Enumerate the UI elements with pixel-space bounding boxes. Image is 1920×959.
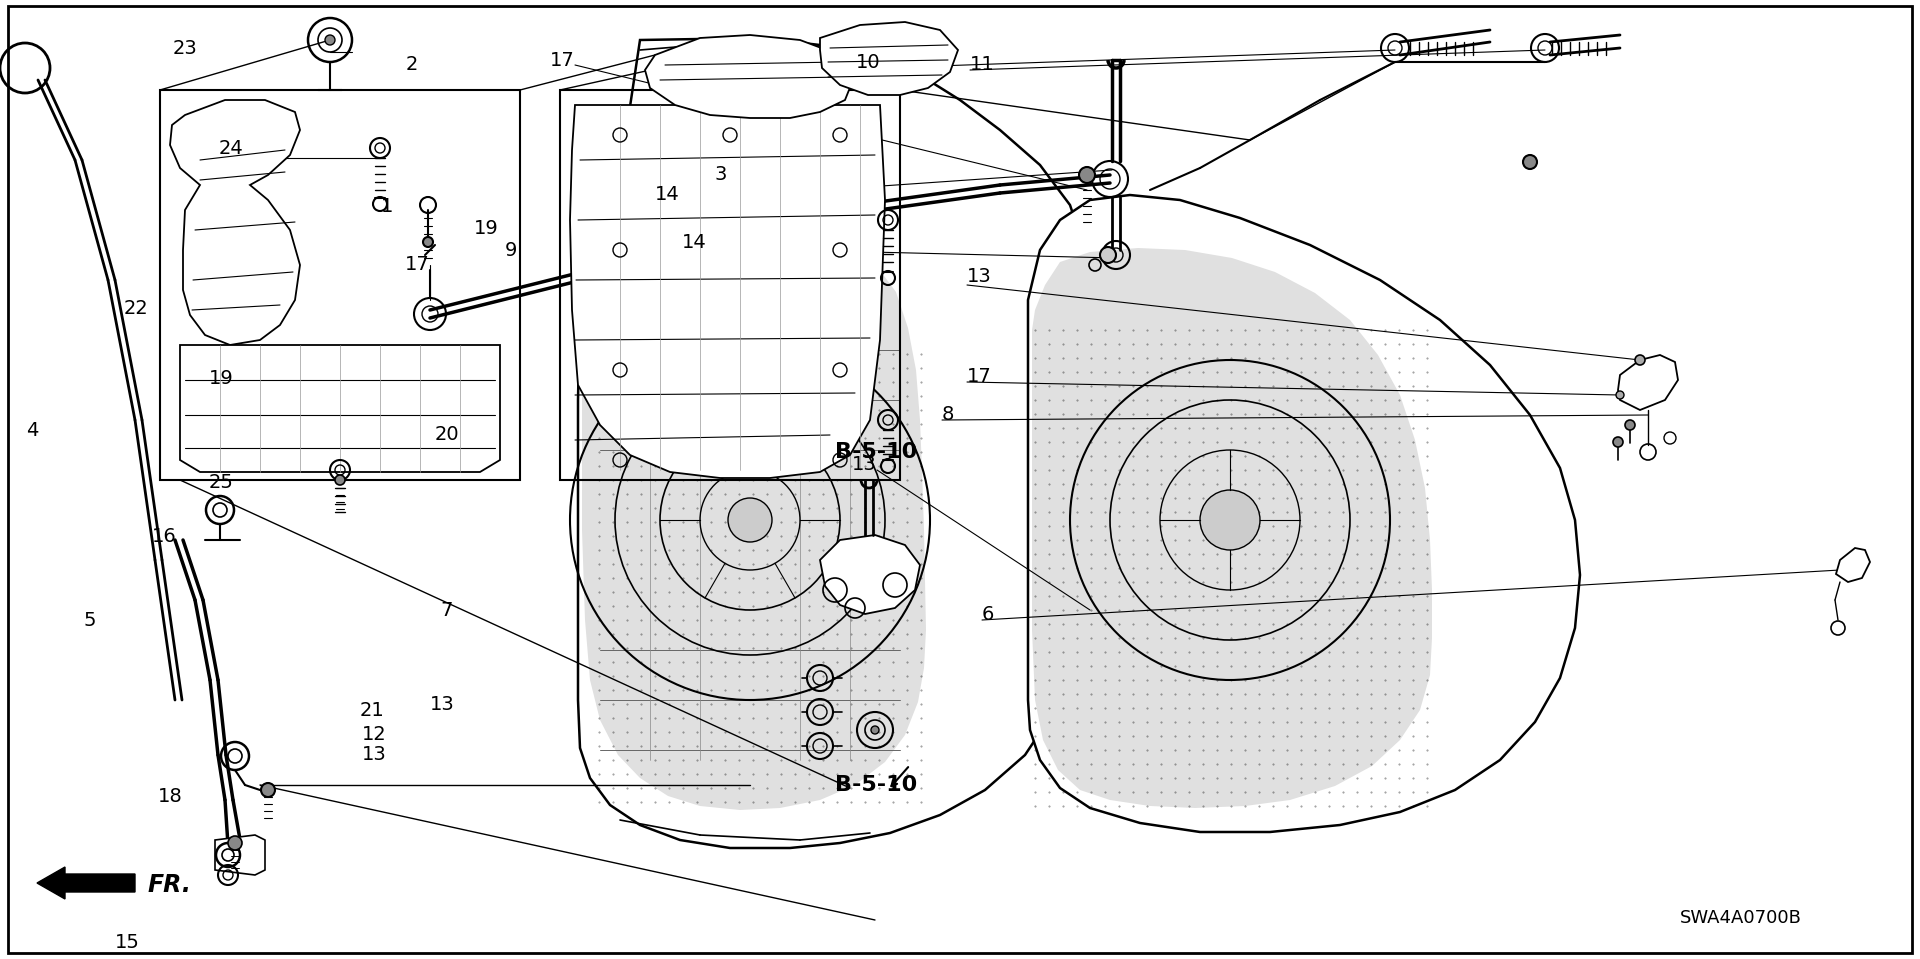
Text: 13: 13 xyxy=(968,268,993,287)
FancyArrow shape xyxy=(36,867,134,899)
Text: 20: 20 xyxy=(436,426,459,445)
Circle shape xyxy=(334,475,346,485)
Text: 11: 11 xyxy=(970,56,995,75)
Circle shape xyxy=(228,836,242,850)
Polygon shape xyxy=(1033,248,1432,808)
Circle shape xyxy=(422,237,434,247)
Circle shape xyxy=(324,35,334,45)
Text: 2: 2 xyxy=(405,56,419,75)
Text: 13: 13 xyxy=(852,456,877,475)
Circle shape xyxy=(1523,155,1538,169)
Bar xyxy=(159,90,520,480)
Text: 22: 22 xyxy=(123,298,148,317)
Polygon shape xyxy=(578,38,1091,848)
Polygon shape xyxy=(1619,355,1678,410)
Polygon shape xyxy=(820,535,920,614)
Text: 24: 24 xyxy=(219,138,244,157)
Polygon shape xyxy=(570,105,885,478)
Text: 13: 13 xyxy=(430,695,455,714)
Text: 13: 13 xyxy=(363,745,388,764)
Circle shape xyxy=(872,726,879,734)
Circle shape xyxy=(728,498,772,542)
Text: 15: 15 xyxy=(115,932,140,951)
Circle shape xyxy=(1636,355,1645,365)
Text: 17: 17 xyxy=(405,255,430,274)
Circle shape xyxy=(1613,437,1622,447)
Circle shape xyxy=(261,783,275,797)
Text: 23: 23 xyxy=(173,38,198,58)
Bar xyxy=(561,90,900,480)
Polygon shape xyxy=(582,228,925,810)
Text: FR.: FR. xyxy=(148,873,190,897)
Text: 1: 1 xyxy=(380,198,394,217)
Text: SWA4A0700B: SWA4A0700B xyxy=(1680,909,1801,927)
Text: 21: 21 xyxy=(359,700,384,719)
Text: 6: 6 xyxy=(981,605,995,624)
Polygon shape xyxy=(1027,195,1580,832)
Polygon shape xyxy=(215,835,265,875)
Text: 25: 25 xyxy=(209,474,234,493)
Circle shape xyxy=(1200,490,1260,550)
Text: 3: 3 xyxy=(714,166,726,184)
Polygon shape xyxy=(180,345,499,472)
Polygon shape xyxy=(645,35,854,118)
Text: B-5-10: B-5-10 xyxy=(835,442,918,462)
Text: 19: 19 xyxy=(209,368,234,387)
Text: 14: 14 xyxy=(655,185,680,204)
Text: 16: 16 xyxy=(152,527,177,547)
Circle shape xyxy=(1079,167,1094,183)
Text: 12: 12 xyxy=(363,726,388,744)
Text: 10: 10 xyxy=(856,53,879,72)
Text: 7: 7 xyxy=(440,600,453,620)
Polygon shape xyxy=(171,100,300,345)
Text: 14: 14 xyxy=(682,233,707,252)
Text: 5: 5 xyxy=(83,611,96,629)
Polygon shape xyxy=(820,22,958,95)
Text: B-5-10: B-5-10 xyxy=(835,775,918,795)
Circle shape xyxy=(1617,391,1624,399)
Circle shape xyxy=(1624,420,1636,430)
Circle shape xyxy=(1100,247,1116,263)
Text: 8: 8 xyxy=(943,406,954,425)
Text: 18: 18 xyxy=(157,787,182,807)
Text: 4: 4 xyxy=(25,420,38,439)
Text: 17: 17 xyxy=(551,51,574,69)
Polygon shape xyxy=(1836,548,1870,582)
Text: 19: 19 xyxy=(474,219,499,238)
Text: 9: 9 xyxy=(505,241,516,260)
Text: 17: 17 xyxy=(968,367,993,386)
